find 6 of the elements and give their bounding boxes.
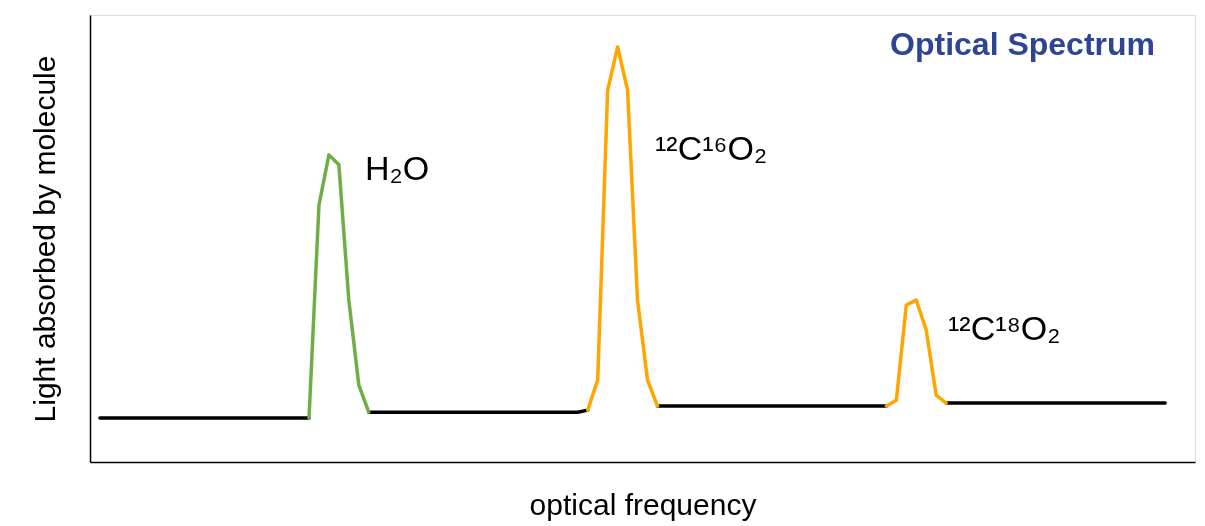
- chart-title: Optical Spectrum: [890, 26, 1155, 62]
- annotation: H₂O: [365, 149, 430, 187]
- x-axis-title: optical frequency: [529, 487, 757, 521]
- annotation: ¹²C¹⁶O₂: [655, 129, 768, 167]
- annotation: ¹²C¹⁸O₂: [948, 309, 1061, 347]
- y-axis-title: Light absorbed by molecule: [27, 55, 61, 423]
